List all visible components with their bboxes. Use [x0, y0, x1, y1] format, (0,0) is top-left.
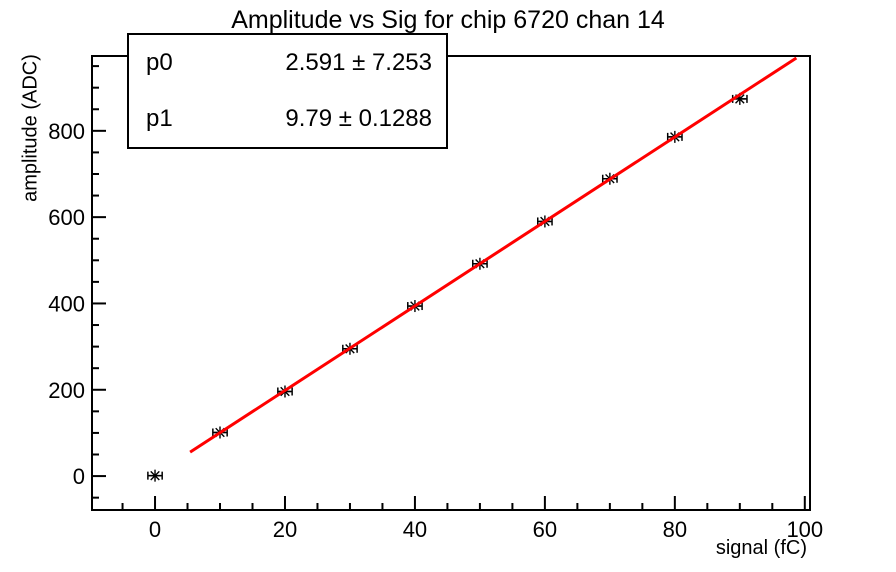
- x-tick-label: 20: [273, 517, 297, 542]
- stats-row-p1: p1 9.79 ± 0.1288: [129, 105, 446, 133]
- stats-row-p0: p0 2.591 ± 7.253: [129, 49, 446, 77]
- data-point: [147, 469, 163, 482]
- fit-stats-box: p0 2.591 ± 7.253 p1 9.79 ± 0.1288: [127, 33, 448, 149]
- p0-value: 2.591 ± 7.253: [285, 49, 432, 76]
- y-tick-label: 400: [48, 291, 85, 316]
- marker-stroke: [150, 470, 160, 481]
- y-axis-title: amplitude (ADC): [19, 54, 42, 202]
- fit-line: [189, 56, 798, 454]
- marker-stroke: [735, 94, 745, 104]
- y-tick-label: 0: [73, 464, 85, 489]
- y-tick-label: 200: [48, 378, 85, 403]
- x-tick-label: 0: [149, 517, 161, 542]
- x-tick-label: 40: [403, 517, 427, 542]
- x-tick-label: 60: [533, 517, 557, 542]
- p1-label: p1: [146, 105, 173, 132]
- x-tick-label: 100: [786, 517, 823, 542]
- plot-frame: [91, 55, 811, 511]
- y-tick-label: 600: [48, 205, 85, 230]
- x-axis-title: signal (fC): [715, 537, 807, 559]
- p1-value: 9.79 ± 0.1288: [285, 105, 432, 132]
- x-tick-label: 80: [663, 517, 687, 542]
- plot-title: Amplitude vs Sig for chip 6720 chan 14: [231, 6, 665, 34]
- p0-label: p0: [146, 49, 173, 76]
- y-tick-label: 800: [48, 119, 85, 144]
